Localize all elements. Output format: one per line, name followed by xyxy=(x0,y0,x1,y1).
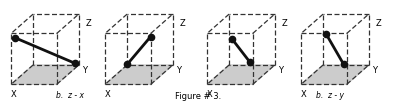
Text: Y: Y xyxy=(82,66,87,75)
Text: b.  z - x: b. z - x xyxy=(56,91,84,100)
Polygon shape xyxy=(11,65,79,84)
Text: X: X xyxy=(10,90,16,99)
Text: Y: Y xyxy=(176,66,181,75)
Text: Y: Y xyxy=(372,66,377,75)
Text: Figure # 3.: Figure # 3. xyxy=(175,92,221,101)
Polygon shape xyxy=(207,65,275,84)
Text: Z: Z xyxy=(86,19,91,28)
Text: Y: Y xyxy=(278,66,283,75)
Polygon shape xyxy=(105,65,173,84)
Text: X: X xyxy=(300,90,306,99)
Text: Z: Z xyxy=(376,19,381,28)
Text: X: X xyxy=(206,90,212,99)
Text: X: X xyxy=(104,90,110,99)
Text: b.  z - y: b. z - y xyxy=(316,91,344,100)
Text: Z: Z xyxy=(282,19,287,28)
Text: Z: Z xyxy=(180,19,185,28)
Polygon shape xyxy=(301,65,369,84)
